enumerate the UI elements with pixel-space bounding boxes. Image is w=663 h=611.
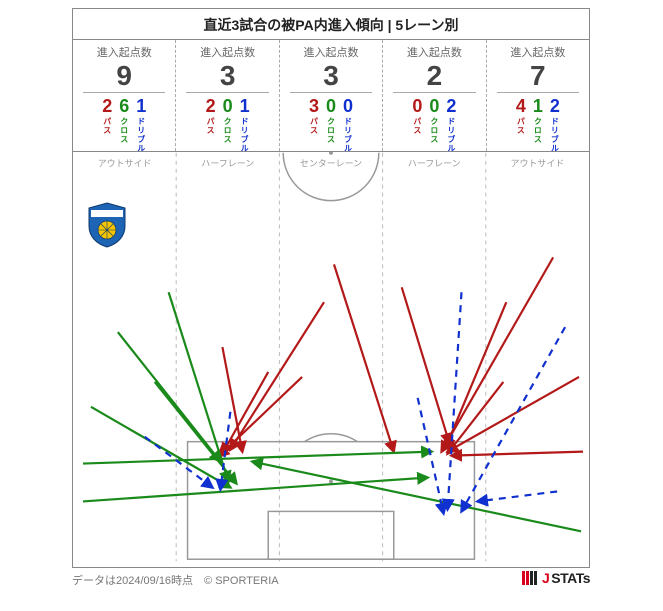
lane-pass-lab: パス xyxy=(102,117,113,135)
arrow-dribble xyxy=(461,327,565,511)
lane-cross-lab: クロス xyxy=(326,117,337,144)
team-badge xyxy=(87,202,127,248)
brand-text: STATs xyxy=(551,570,590,586)
lane-dribble-num: 2 xyxy=(550,97,560,115)
lane-dribble-num: 0 xyxy=(343,97,353,115)
lane-count: 9 xyxy=(83,62,165,93)
lane-name: アウトサイド xyxy=(511,159,565,169)
lane-name: センターレーン xyxy=(300,159,362,169)
arrow-dribble xyxy=(448,292,462,509)
lane-cross-num: 0 xyxy=(326,97,336,115)
arrow-dribble xyxy=(220,412,230,490)
six-yard-box xyxy=(268,511,394,559)
lane-dribble-lab: ドリブル xyxy=(239,117,250,153)
lane-count-label: 進入起点数 xyxy=(280,44,382,60)
penalty-spot xyxy=(329,480,333,484)
pitch-area: アウトサイド ハーフレーン センターレーン ハーフレーン アウトサイド xyxy=(73,152,589,562)
lane-pass-num: 2 xyxy=(206,97,216,115)
lane-pass-num: 0 xyxy=(412,97,422,115)
lane-pass-lab: パス xyxy=(309,117,320,135)
lane-dribble-num: 2 xyxy=(446,97,456,115)
chart-footer: データは2024/09/16時点 © SPORTERIA J STATs xyxy=(72,572,590,588)
lane-cross-lab: クロス xyxy=(119,117,130,144)
lane-cross-num: 6 xyxy=(119,97,129,115)
penalty-arc xyxy=(305,434,358,442)
lane-breakdown: 4 パス 1 クロス 2 ドリブル xyxy=(487,97,589,153)
lane-dribble-lab: ドリブル xyxy=(446,117,457,153)
arrow-pass xyxy=(230,302,324,449)
lane-name: ハーフレーン xyxy=(408,159,461,169)
arrow-pass xyxy=(448,377,579,452)
lane-breakdown: 2 パス 0 クロス 1 ドリブル xyxy=(176,97,278,153)
lane-col-1: 進入起点数 3 2 パス 0 クロス 1 ドリブル xyxy=(176,40,279,151)
arrow-pass xyxy=(446,302,507,447)
brand-j: J xyxy=(542,570,549,586)
arrow-pass xyxy=(334,264,394,451)
arrow-pass xyxy=(452,452,583,456)
lane-dribble-lab: ドリブル xyxy=(343,117,354,153)
brand-bars xyxy=(522,571,537,585)
lane-count-label: 進入起点数 xyxy=(73,44,175,60)
lane-col-0: 進入起点数 9 2 パス 6 クロス 1 ドリブル xyxy=(73,40,176,151)
brand-bar xyxy=(522,571,525,585)
lane-col-2: 進入起点数 3 3 パス 0 クロス 0 ドリブル xyxy=(280,40,383,151)
lane-breakdown: 3 パス 0 クロス 0 ドリブル xyxy=(280,97,382,153)
lane-count: 2 xyxy=(393,62,475,93)
brand-bar xyxy=(530,571,533,585)
lane-pass-num: 2 xyxy=(102,97,112,115)
lane-dribble-lab: ドリブル xyxy=(549,117,560,153)
lane-cross-num: 1 xyxy=(533,97,543,115)
brand-logo: J STATs xyxy=(522,570,590,586)
lane-cross-num: 0 xyxy=(429,97,439,115)
lane-pass-lab: パス xyxy=(412,117,423,135)
arrow-cross xyxy=(252,462,581,532)
lane-count: 7 xyxy=(497,62,579,93)
lane-cross-num: 0 xyxy=(223,97,233,115)
lane-cross-lab: クロス xyxy=(532,117,543,144)
lane-count-label: 進入起点数 xyxy=(383,44,485,60)
lane-dribble-lab: ドリブル xyxy=(136,117,147,153)
lane-cross-lab: クロス xyxy=(429,117,440,144)
lane-col-3: 進入起点数 2 0 パス 0 クロス 2 ドリブル xyxy=(383,40,486,151)
lane-pass-num: 3 xyxy=(309,97,319,115)
arrow-cross xyxy=(169,292,229,481)
lane-count-label: 進入起点数 xyxy=(487,44,589,60)
lane-count: 3 xyxy=(186,62,268,93)
arrow-pass xyxy=(402,287,450,443)
lane-cross-lab: クロス xyxy=(222,117,233,144)
lane-breakdown: 0 パス 0 クロス 2 ドリブル xyxy=(383,97,485,153)
chart-container: 直近3試合の被PA内進入傾向 | 5レーン別 進入起点数 9 2 パス 6 クロス … xyxy=(72,8,590,568)
brand-bar xyxy=(534,571,537,585)
footer-text: データは2024/09/16時点 © SPORTERIA xyxy=(72,575,279,587)
lane-count: 3 xyxy=(290,62,372,93)
lane-pass-lab: パス xyxy=(205,117,216,135)
lane-breakdown: 2 パス 6 クロス 1 ドリブル xyxy=(73,97,175,153)
lane-count-label: 進入起点数 xyxy=(176,44,278,60)
arrow-dribble xyxy=(418,398,444,514)
arrow-cross xyxy=(83,478,428,502)
center-spot xyxy=(329,152,333,155)
lane-pass-num: 4 xyxy=(516,97,526,115)
lane-name: ハーフレーン xyxy=(201,159,254,169)
lane-col-4: 進入起点数 7 4 パス 1 クロス 2 ドリブル xyxy=(487,40,589,151)
lane-name: アウトサイド xyxy=(98,159,152,169)
arrow-cross xyxy=(118,332,221,461)
lane-pass-lab: パス xyxy=(515,117,526,135)
pitch-svg: アウトサイド ハーフレーン センターレーン ハーフレーン アウトサイド xyxy=(73,152,589,562)
chart-title: 直近3試合の被PA内進入傾向 | 5レーン別 xyxy=(73,9,589,40)
arrow-dribble xyxy=(477,491,557,501)
lane-dribble-num: 1 xyxy=(136,97,146,115)
lane-dribble-num: 1 xyxy=(240,97,250,115)
brand-bar xyxy=(526,571,529,585)
lanes-header: 進入起点数 9 2 パス 6 クロス 1 ドリブル 進入起点数 3 2 パス 0 クロス … xyxy=(73,40,589,152)
badge-banner xyxy=(91,210,123,217)
